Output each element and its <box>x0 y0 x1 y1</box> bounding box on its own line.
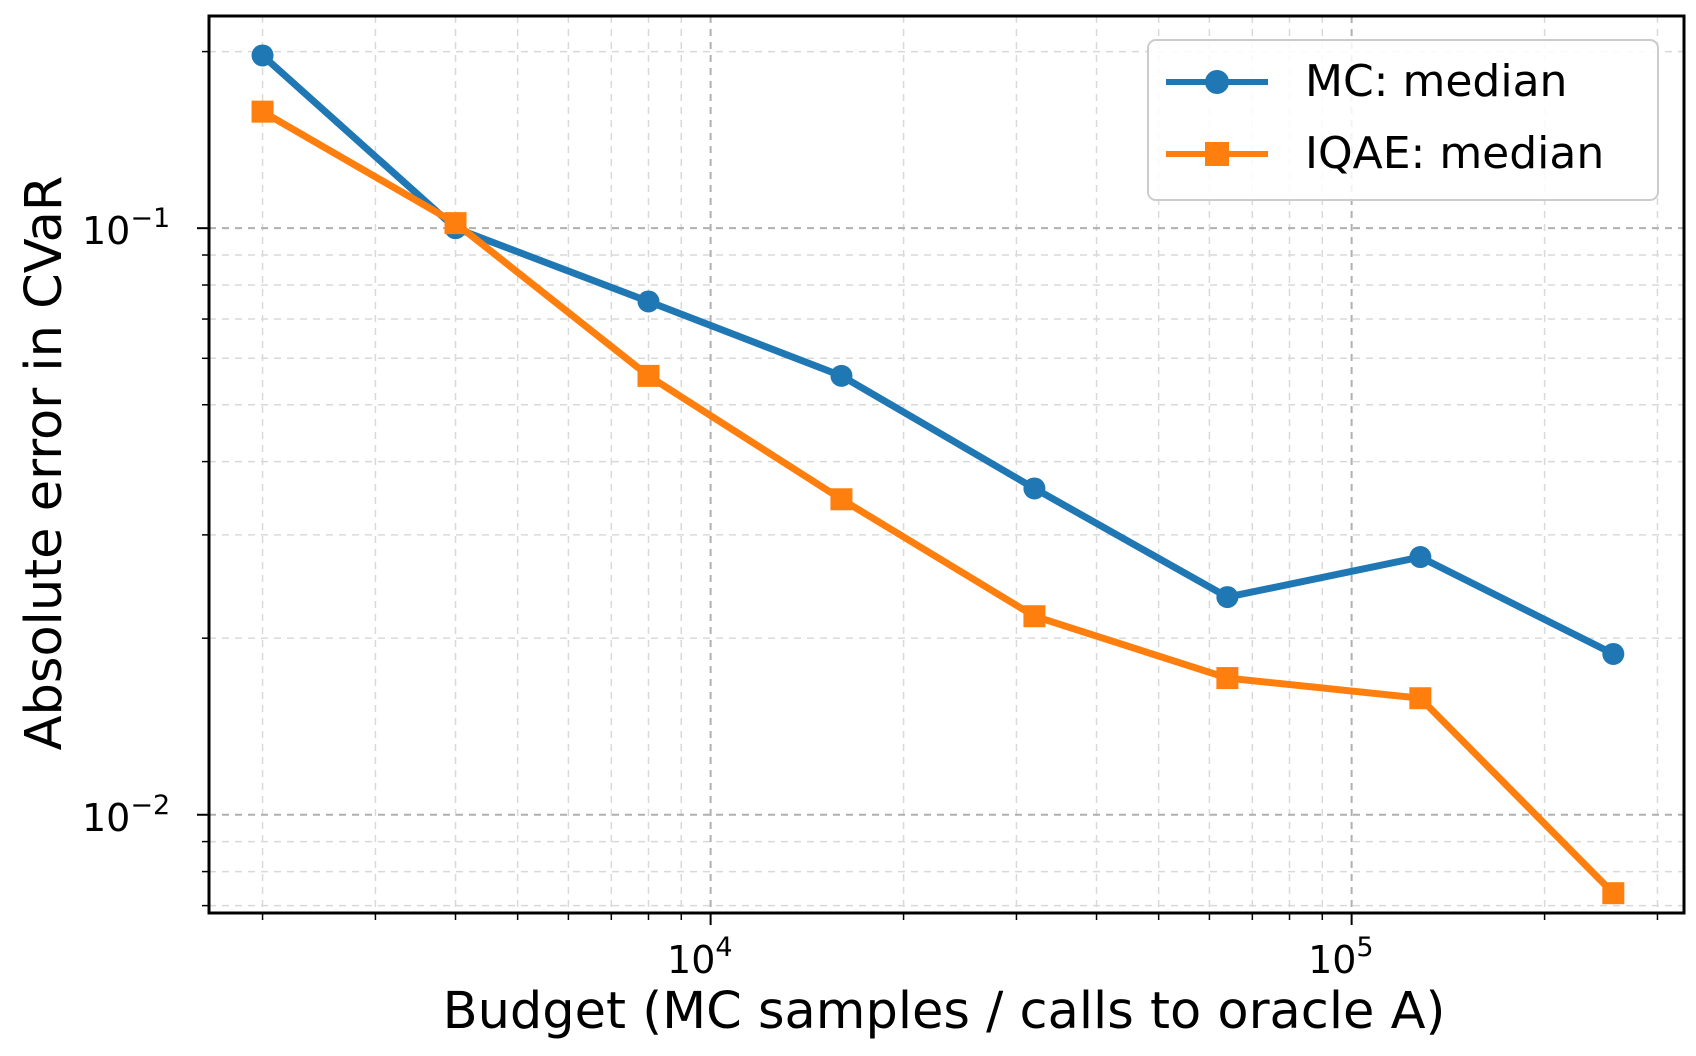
series-iqae-point <box>251 100 274 123</box>
x-tick-base: 10 <box>1308 938 1356 982</box>
x-tick-label-1e4: 104 <box>667 932 733 982</box>
series-mc-point <box>1602 642 1625 665</box>
series-mc-line <box>259 52 1617 658</box>
series-mc-point <box>830 364 853 387</box>
y-axis-label: Absolute error in CVaR <box>15 176 74 751</box>
x-axis-label: Budget (MC samples / calls to oracle A) <box>443 982 1446 1041</box>
y-tick-base: 10 <box>82 796 130 840</box>
y-tick-exp: −2 <box>130 790 170 821</box>
y-tick-label-1e-2: 10−2 <box>82 790 170 840</box>
x-tick-label-1e5: 105 <box>1308 932 1374 982</box>
legend-box <box>1147 39 1659 201</box>
series-iqae-point <box>1409 687 1432 710</box>
legend-iqae-label: IQAE: median <box>1305 128 1604 179</box>
svg-text:10−2: 10−2 <box>82 790 170 840</box>
series-mc-point <box>251 44 274 67</box>
y-tick-exp: −1 <box>130 203 170 234</box>
x-tick-exp: 4 <box>715 932 732 963</box>
legend-entry-iqae: IQAE: median <box>1166 128 1604 179</box>
x-tick-exp: 5 <box>1356 932 1373 963</box>
legend-mc-label: MC: median <box>1305 56 1567 107</box>
svg-text:104: 104 <box>667 932 733 982</box>
svg-text:105: 105 <box>1308 932 1374 982</box>
series-mc-point <box>1023 477 1046 500</box>
series-iqae-point <box>1216 667 1239 690</box>
legend: MC: median IQAE: median <box>1147 39 1659 201</box>
series-mc-point <box>1409 546 1432 569</box>
svg-text:10−1: 10−1 <box>82 203 170 253</box>
legend-entry-mc: MC: median <box>1166 56 1567 107</box>
series-iqae-point <box>830 488 853 511</box>
y-tick-label-1e-1: 10−1 <box>82 203 170 253</box>
series-iqae-point <box>444 212 467 235</box>
series-iqae-point <box>1023 605 1046 628</box>
series-mc-point <box>1216 586 1239 609</box>
y-tick-base: 10 <box>82 209 130 253</box>
plot-frame <box>207 14 1686 915</box>
series-layer <box>251 44 1625 905</box>
series-iqae-point <box>1602 882 1625 905</box>
series-iqae-point <box>637 364 660 387</box>
legend-iqae-marker <box>1205 142 1229 166</box>
legend-mc-marker <box>1205 70 1229 94</box>
series-mc-point <box>637 290 660 313</box>
series-iqae-line <box>259 108 1617 897</box>
x-tick-base: 10 <box>667 938 715 982</box>
